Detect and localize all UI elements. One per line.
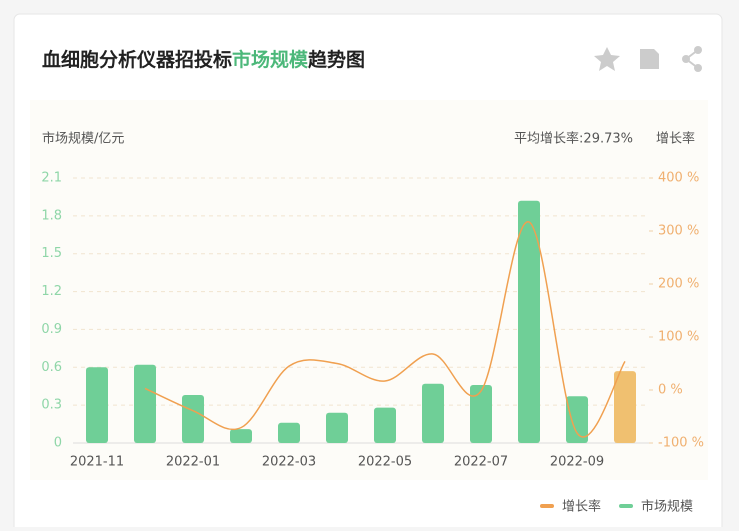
y-tick-label: 1.2 — [41, 284, 62, 299]
chart-title: 血细胞分析仪器招投标市场规模趋势图 — [42, 48, 365, 71]
legend-swatch — [619, 504, 634, 508]
title-part: 趋势图 — [308, 48, 365, 71]
bar — [422, 383, 444, 443]
bar — [86, 367, 108, 443]
y2-tick-label: 100 % — [658, 330, 699, 345]
y-tick-label: 0.3 — [41, 398, 62, 413]
bar — [326, 412, 348, 443]
y-axis-label: 市场规模/亿元 — [42, 131, 124, 147]
y2-tick-label: 400 % — [658, 171, 699, 186]
legend-label: 市场规模 — [641, 499, 693, 515]
x-tick-label: 2022-09 — [550, 455, 604, 470]
y-tick-label: 1.5 — [41, 246, 62, 261]
bar — [518, 200, 540, 443]
y-tick-label: 2.1 — [41, 171, 62, 186]
bar — [470, 384, 492, 443]
bar — [134, 364, 156, 443]
bar — [278, 422, 300, 443]
legend-label: 增长率 — [562, 499, 601, 515]
y-tick-label: 0.9 — [41, 322, 62, 337]
x-tick-label: 2021-11 — [70, 455, 124, 470]
y2-tick-label: 0 % — [658, 383, 683, 398]
y-tick-label: 0.6 — [41, 360, 62, 375]
y-tick-label: 0 — [54, 436, 62, 451]
growth-line — [144, 221, 626, 438]
legend-swatch — [540, 504, 554, 508]
y2-tick-label: 300 % — [658, 224, 699, 239]
x-tick-label: 2022-05 — [358, 455, 412, 470]
bar — [614, 371, 636, 443]
x-tick-label: 2022-03 — [262, 455, 316, 470]
x-tick-label: 2022-07 — [454, 455, 508, 470]
bar — [566, 396, 588, 443]
chart-panel — [30, 100, 708, 480]
annotation: 平均增长率:29.73% — [514, 131, 633, 147]
share-icon[interactable] — [682, 46, 702, 72]
title-highlight: 市场规模 — [232, 48, 309, 71]
y2-axis-label: 增长率 — [656, 131, 695, 147]
star-icon[interactable] — [594, 47, 620, 71]
bar — [374, 407, 396, 443]
bar — [230, 429, 252, 443]
save-icon[interactable] — [640, 49, 659, 69]
x-tick-label: 2022-01 — [166, 455, 220, 470]
y-tick-label: 1.8 — [41, 208, 62, 223]
title-part: 血细胞分析仪器招投标 — [42, 48, 232, 71]
bar — [182, 395, 204, 443]
y2-tick-label: -100 % — [658, 436, 704, 451]
y2-tick-label: 200 % — [658, 277, 699, 292]
